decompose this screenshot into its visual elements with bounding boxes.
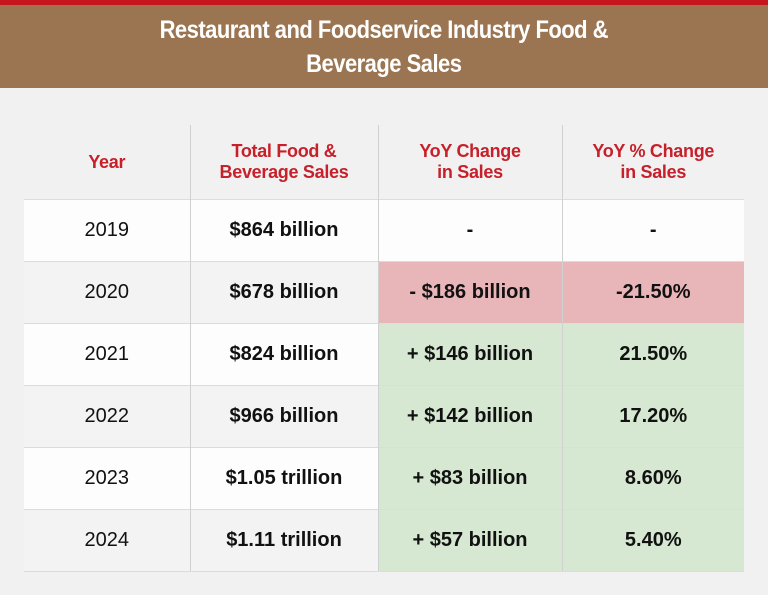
sales-table: Year Total Food & Beverage Sales YoY Chang… bbox=[24, 125, 744, 572]
header-banner: Restaurant and Foodservice Industry Food… bbox=[0, 5, 768, 88]
value-cell: $966 billion bbox=[189, 385, 378, 448]
value-cell: - $186 billion bbox=[377, 261, 562, 324]
value-cell: + $142 billion bbox=[377, 385, 562, 448]
value-cell: - bbox=[377, 199, 562, 262]
value-cell: + $83 billion bbox=[377, 447, 562, 510]
value-cell: 21.50% bbox=[561, 323, 744, 386]
table-row: 2020 $678 billion - $186 billion -21.50% bbox=[24, 261, 744, 324]
year-cell: 2020 bbox=[24, 261, 190, 324]
year-cell: 2022 bbox=[24, 385, 190, 448]
column-header: Total Food & Beverage Sales bbox=[189, 125, 378, 200]
table-row: 2023 $1.05 trillion + $83 billion 8.60% bbox=[24, 447, 744, 510]
year-cell: 2024 bbox=[24, 509, 190, 572]
table-row: 2019 $864 billion - - bbox=[24, 199, 744, 262]
column-header: YoY % Change in Sales bbox=[561, 125, 744, 200]
title: Restaurant and Foodservice Industry Food… bbox=[159, 15, 609, 78]
value-cell: + $57 billion bbox=[377, 509, 562, 572]
table-row: 2022 $966 billion + $142 billion 17.20% bbox=[24, 385, 744, 448]
value-cell: $1.11 trillion bbox=[189, 509, 378, 572]
value-cell: $864 billion bbox=[189, 199, 378, 262]
table-row: 2021 $824 billion + $146 billion 21.50% bbox=[24, 323, 744, 386]
year-cell: 2019 bbox=[24, 199, 190, 262]
value-cell: 17.20% bbox=[561, 385, 744, 448]
table-body: 2019 $864 billion - -2020 $678 billion - $186… bbox=[24, 199, 744, 572]
value-cell: $678 billion bbox=[189, 261, 378, 324]
column-header: Year bbox=[88, 151, 126, 172]
value-cell: $1.05 trillion bbox=[189, 447, 378, 510]
table-head: Year Total Food & Beverage Sales YoY Chang… bbox=[24, 125, 744, 200]
year-cell: 2023 bbox=[24, 447, 190, 510]
value-cell: + $146 billion bbox=[377, 323, 562, 386]
header-row: Year Total Food & Beverage Sales YoY Chang… bbox=[24, 125, 744, 200]
value-cell: $824 billion bbox=[189, 323, 378, 386]
value-cell: -21.50% bbox=[561, 261, 744, 324]
top-stripe bbox=[0, 0, 768, 5]
value-cell: 8.60% bbox=[561, 447, 744, 510]
column-header: YoY Change in Sales bbox=[377, 125, 562, 200]
year-cell: 2021 bbox=[24, 323, 190, 386]
table-row: 2024 $1.11 trillion + $57 billion 5.40% bbox=[24, 509, 744, 572]
value-cell: 5.40% bbox=[561, 509, 744, 572]
value-cell: - bbox=[561, 199, 744, 262]
